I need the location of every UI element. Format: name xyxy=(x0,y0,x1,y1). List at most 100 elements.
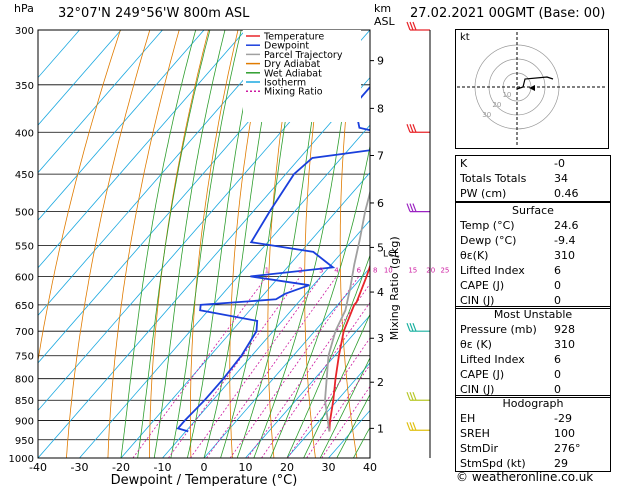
mixing-ratio-line xyxy=(287,337,370,458)
plot-frame xyxy=(37,29,371,459)
km-tick-label: 4 xyxy=(377,286,384,299)
wet-adiabat-line xyxy=(286,254,370,458)
wind-barb-flag xyxy=(406,21,411,31)
pressure-tick-label: 750 xyxy=(15,352,34,363)
legend-entry: Mixing Ratio xyxy=(264,87,323,98)
wind-barb-flag xyxy=(412,322,417,332)
temperature-tick-label: 20 xyxy=(280,461,294,474)
wet-adiabat-line xyxy=(319,357,370,458)
hodograph-ring-label: 10 xyxy=(502,91,511,99)
temperature-tick-label: -20 xyxy=(112,461,130,474)
isotherm-line xyxy=(38,30,288,316)
temperature-tick-label: 0 xyxy=(201,461,208,474)
dry-adiabat-line xyxy=(66,30,151,458)
wind-barb-flag xyxy=(406,322,411,332)
totals-row: Totals Totals 34 xyxy=(460,172,568,185)
mixing-ratio-label: 6 xyxy=(357,266,362,274)
hodograph-storm-marker xyxy=(529,85,535,91)
indices-table: K -0 Totals Totals 34 PW (cm) 0.46 xyxy=(455,155,611,202)
legend-box xyxy=(243,30,361,122)
isotherm-line xyxy=(162,219,370,458)
legend-entry: Parcel Trajectory xyxy=(264,50,343,61)
mixing-ratio-label: 8 xyxy=(373,266,377,274)
isotherm-line xyxy=(38,30,246,269)
surface-title: Surface xyxy=(512,204,554,217)
pressure-tick-label: 650 xyxy=(15,301,34,312)
wind-barb-flag xyxy=(409,322,414,332)
isotherm-line xyxy=(38,30,80,79)
profile-dewpoint xyxy=(176,85,370,433)
profile-temperature xyxy=(328,263,370,432)
km-tick-label: 7 xyxy=(377,149,384,162)
wind-barb-flag xyxy=(409,124,414,133)
wet-adiabat-line xyxy=(236,30,327,458)
pressure-tick-label: 400 xyxy=(15,128,34,139)
mixing-ratio-line xyxy=(261,301,370,458)
isotherm-line xyxy=(286,362,370,458)
location-title: 32°07'N 249°56'W 800m ASL xyxy=(58,6,250,21)
dry-adiabat-line xyxy=(408,30,440,458)
dry-adiabat-line xyxy=(149,30,209,458)
hodograph-table-title: Hodograph xyxy=(502,397,564,410)
pressure-tick-label: 450 xyxy=(15,170,34,181)
dry-adiabat-line xyxy=(107,30,180,458)
wet-adiabat-line xyxy=(120,30,197,458)
hodograph-ring-label: 30 xyxy=(482,111,491,119)
wind-barb-flag xyxy=(406,422,411,431)
pressure-tick-label: 350 xyxy=(15,81,34,92)
temperature-tick-label: 10 xyxy=(239,461,253,474)
temperature-tick-label: 40 xyxy=(363,461,377,474)
temperature-tick-label: -40 xyxy=(29,461,47,474)
wind-barb-flag xyxy=(406,203,411,212)
wind-barb-flag xyxy=(412,124,417,133)
profile-parcel-trajectory xyxy=(324,189,370,432)
asl-label: ASL xyxy=(374,15,395,28)
hodograph-trace xyxy=(516,76,554,90)
mixing-ratio-line xyxy=(229,276,360,458)
mixing-ratio-label: 4 xyxy=(334,266,339,274)
mixing-ratio-line xyxy=(206,276,337,458)
mixing-ratio-label: 2 xyxy=(298,266,302,274)
mixing-ratio-line xyxy=(306,364,370,458)
km-tick-label: 8 xyxy=(377,102,384,115)
km-tick-label: 5 xyxy=(377,241,384,254)
wind-barb-flag xyxy=(409,203,414,212)
mixing-ratio-label: 3 xyxy=(319,266,323,274)
wind-barb-flag xyxy=(406,124,411,133)
pressure-tick-label: 550 xyxy=(15,241,34,252)
mixing-ratio-label: 15 xyxy=(408,266,417,274)
km-tick-label: 3 xyxy=(377,332,384,345)
km-label: km xyxy=(374,2,392,15)
legend-entry: Wet Adiabat xyxy=(264,68,322,79)
pressure-tick-label: 950 xyxy=(15,436,34,447)
isotherm-line xyxy=(245,314,370,458)
wet-adiabat-line xyxy=(187,30,260,458)
pressure-tick-label: 900 xyxy=(15,417,34,428)
pw-row: PW (cm) 0.46 xyxy=(460,187,579,200)
mixing-ratio-line xyxy=(168,276,301,458)
dry-adiabat-line xyxy=(620,30,629,458)
k-index-row: K -0 xyxy=(460,157,565,170)
dry-adiabat-line xyxy=(38,30,121,364)
wet-adiabat-line xyxy=(170,30,242,458)
mixing-ratio-line xyxy=(321,385,370,458)
datetime-title: 27.02.2021 00GMT (Base: 00) xyxy=(410,6,606,21)
mixing-ratio-label: 10 xyxy=(384,266,393,274)
wind-barb-flag xyxy=(409,422,414,431)
pressure-tick-label: 300 xyxy=(15,26,34,37)
pressure-tick-label: 500 xyxy=(15,208,34,219)
wind-barb-flag xyxy=(412,21,417,31)
wind-barb-flag xyxy=(412,392,417,401)
temperature-tick-label: -10 xyxy=(154,461,172,474)
mixing-ratio-line xyxy=(190,276,322,458)
temperature-tick-label: -30 xyxy=(71,461,89,474)
surface-table: Surface Temp (°C) 24.6 Dewp (°C) -9.4 θε(K… xyxy=(455,202,611,309)
legend-entry: Isotherm xyxy=(264,78,306,89)
hodograph-unit-label: kt xyxy=(460,32,470,43)
isotherm-line xyxy=(203,267,370,458)
dry-adiabat-line xyxy=(339,30,358,458)
mixing-ratio-axis-label: Mixing Ratio (g/kg) xyxy=(388,236,401,340)
wind-barb-flag xyxy=(412,203,417,212)
km-tick-label: 9 xyxy=(377,55,384,68)
